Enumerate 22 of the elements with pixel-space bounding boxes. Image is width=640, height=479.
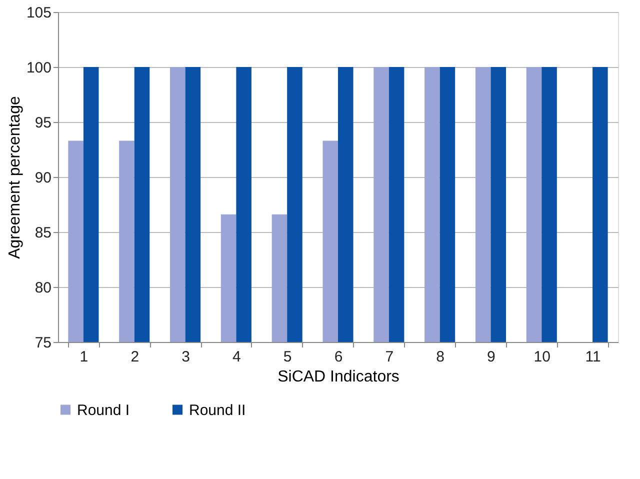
x-tick-label: 3 (182, 348, 190, 366)
y-tick-label: 80 (34, 280, 52, 296)
x-tick-label: 7 (385, 348, 394, 366)
y-tick-label: 105 (26, 4, 52, 22)
x-tick-label: 9 (487, 348, 496, 366)
x-tick-label: 10 (534, 348, 550, 366)
y-tick-label: 85 (34, 224, 52, 242)
x-tick-label: 4 (232, 348, 241, 366)
x-tick-label: 6 (334, 348, 343, 366)
x-tick-label: 1 (80, 348, 88, 366)
y-axis-title: Agreement percentage (6, 96, 24, 259)
x-tick-label: 2 (130, 348, 140, 366)
y-tick-label: 75 (34, 334, 52, 352)
x-axis-title: SiCAD Indicators (278, 368, 400, 386)
y-tick-label: 95 (34, 114, 52, 132)
y-tick-label: 100 (26, 60, 52, 76)
x-tick-label: 5 (283, 348, 292, 366)
legend-label: Round II (189, 402, 246, 419)
x-tick-label: 11 (585, 348, 601, 366)
legend-label: Round I (77, 402, 130, 419)
y-tick-label: 90 (34, 170, 52, 186)
x-tick-label: 8 (436, 348, 444, 366)
